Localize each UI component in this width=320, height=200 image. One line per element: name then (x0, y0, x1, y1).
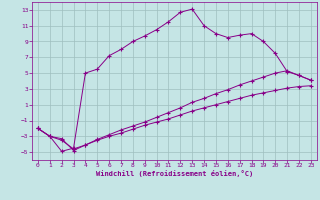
X-axis label: Windchill (Refroidissement éolien,°C): Windchill (Refroidissement éolien,°C) (96, 170, 253, 177)
